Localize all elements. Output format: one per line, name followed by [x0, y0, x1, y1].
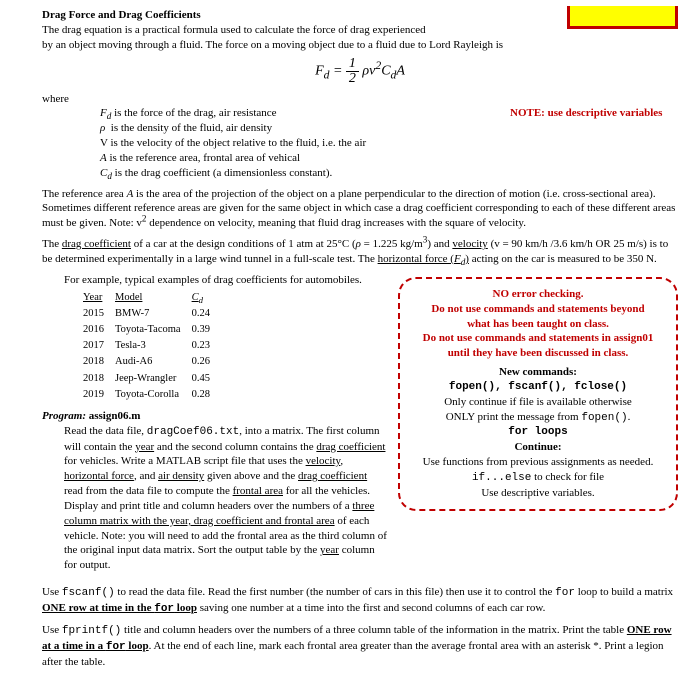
table-row: 2016Toyota-Tacoma0.39 [82, 322, 220, 338]
drag-equation: Fd = 12 ρv2CdA [42, 53, 678, 92]
table-header-row: Year Model Cd [82, 290, 220, 306]
variable-definitions: Fd is the force of the drag, air resista… [82, 106, 662, 180]
header-highlight-box [567, 6, 678, 29]
table-row: 2018Audi-A60.26 [82, 354, 220, 370]
where-label: where [42, 92, 678, 107]
examples-lead: For example, typical examples of drag co… [42, 273, 388, 288]
table-row: 2017Tesla-30.23 [82, 338, 220, 354]
note-descriptive-vars: NOTE: use descriptive variables [510, 106, 662, 121]
table-row: 2018Jeep-Wrangler0.45 [82, 371, 220, 387]
table-row: 2015BMW-70.24 [82, 306, 220, 322]
instruction-callout: NO error checking. Do not use commands a… [398, 277, 678, 511]
intro-line-2: by an object moving through a fluid. The… [42, 38, 678, 53]
drag-coeff-para: The drag coefficient of a car at the des… [42, 237, 678, 267]
reference-area-para: The reference area A is the area of the … [42, 187, 678, 232]
program-section: Program: assign06.m Read the data file, … [42, 409, 388, 573]
use-fscanf-para: Use fscanf() to read the data file. Read… [42, 585, 678, 617]
table-row: 2019Toyota-Corolla0.28 [82, 387, 220, 403]
use-fprintf-para: Use fprintf() title and column headers o… [42, 623, 678, 670]
drag-coeff-table: Year Model Cd 2015BMW-70.24 2016Toyota-T… [82, 290, 220, 403]
